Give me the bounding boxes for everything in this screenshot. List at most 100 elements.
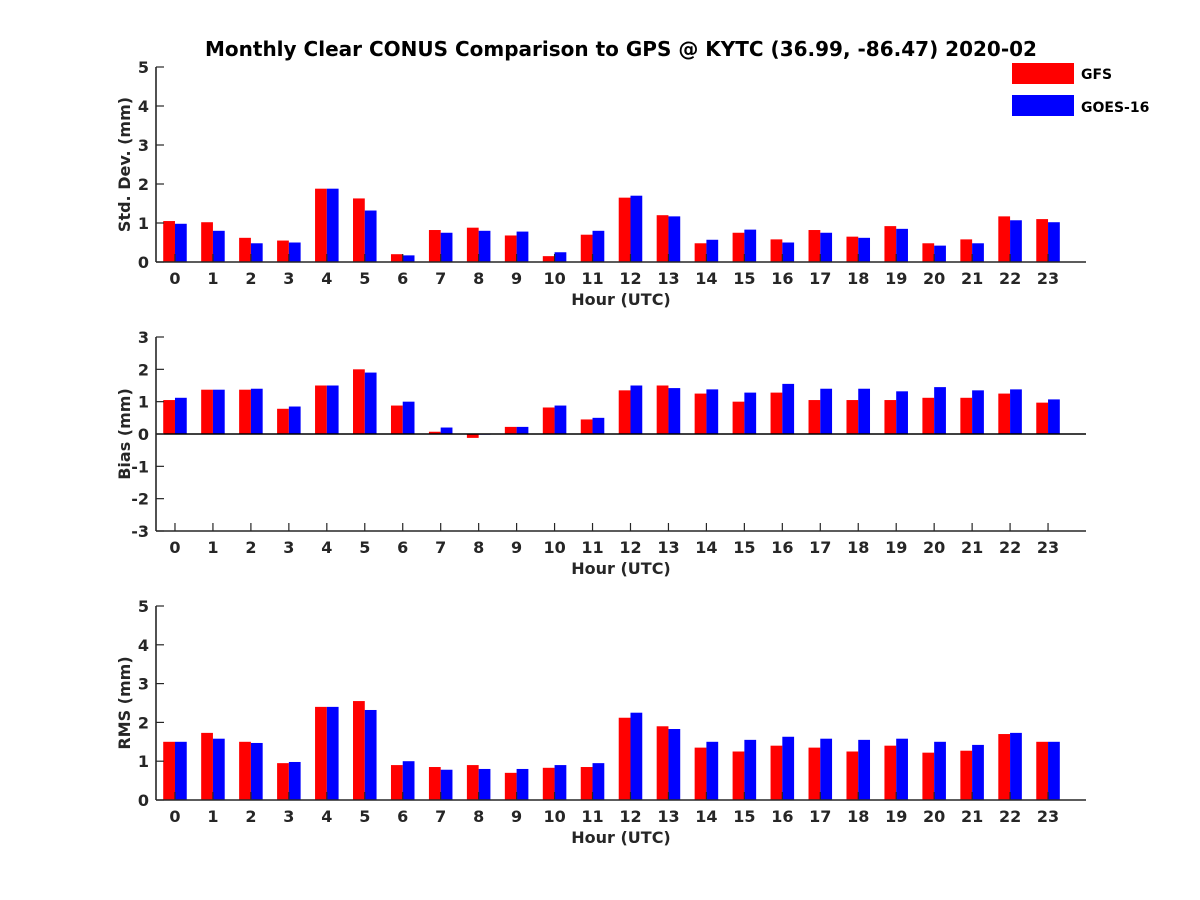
bias-bar-gfs-21 [960,397,973,434]
std-dev-x-tick-label: 12 [619,269,641,288]
std-dev-bar-goes16-3 [288,242,301,262]
legend-swatch-goes16 [1012,95,1074,116]
std-dev-bar-gfs-9 [504,235,517,262]
chart-title: Monthly Clear CONUS Comparison to GPS @ … [205,37,1037,61]
rms-bar-goes16-17 [820,738,833,800]
std-dev-x-tick-label: 15 [733,269,755,288]
rms-y-tick-label: 4 [138,636,149,655]
std-dev-bar-gfs-16 [770,239,783,262]
bias-bar-gfs-16 [770,392,783,434]
rms-bar-gfs-23 [1036,741,1049,800]
std-dev-bar-gfs-5 [353,198,365,262]
rms-bar-goes16-9 [516,768,529,800]
std-dev-bar-gfs-1 [201,222,213,262]
std-dev-x-tick-label: 8 [473,269,484,288]
bias-bar-gfs-18 [846,400,859,434]
rms-bar-goes16-22 [1010,732,1022,800]
bias-bar-gfs-11 [580,419,593,434]
bias-bar-gfs-9 [504,426,517,434]
std-dev-x-tick-label: 20 [923,269,945,288]
rms-bar-gfs-11 [580,767,593,800]
rms-bar-gfs-16 [770,745,783,800]
bias-bar-gfs-4 [315,385,327,434]
legend-swatch-gfs [1012,63,1074,84]
rms-bar-goes16-8 [478,768,491,800]
std-dev-bar-goes16-5 [364,210,377,262]
std-dev-bar-gfs-6 [390,254,403,262]
std-dev-x-tick-label: 21 [961,269,983,288]
rms-x-tick-label: 3 [283,807,294,826]
bias-bar-gfs-13 [656,385,669,434]
bias-bar-goes16-20 [934,387,946,434]
bias-bar-gfs-5 [353,369,365,434]
std-dev-x-axis-label: Hour (UTC) [571,290,671,309]
std-dev-bar-goes16-8 [478,230,491,262]
rms-x-tick-label: 22 [999,807,1021,826]
std-dev-bar-goes16-23 [1048,222,1060,262]
bias-x-tick-label: 23 [1037,538,1059,557]
std-dev-bar-goes16-13 [668,216,681,262]
std-dev-x-tick-label: 5 [359,269,370,288]
bias-bar-goes16-18 [858,388,871,434]
std-dev-bar-gfs-17 [808,230,821,262]
rms-bar-gfs-6 [390,765,403,800]
rms-y-tick-label: 1 [138,752,149,771]
rms-bar-goes16-21 [972,744,984,800]
rms-x-tick-label: 4 [321,807,332,826]
rms-x-tick-label: 16 [771,807,793,826]
std-dev-bar-gfs-15 [732,232,745,262]
rms-bar-goes16-18 [858,739,871,800]
std-dev-bar-gfs-18 [846,236,859,262]
bias-bar-gfs-15 [732,401,745,434]
bias-x-tick-label: 2 [245,538,256,557]
rms-x-tick-label: 1 [207,807,218,826]
rms-x-tick-label: 18 [847,807,869,826]
std-dev-bar-goes16-22 [1010,220,1022,262]
rms-bar-gfs-8 [466,765,479,800]
bias-bar-goes16-4 [326,385,339,434]
std-dev-bar-gfs-2 [239,237,251,262]
std-dev-bar-goes16-21 [972,243,984,262]
std-dev-x-tick-label: 19 [885,269,907,288]
bias-y-tick-label: 0 [138,425,149,444]
bias-bar-goes16-5 [364,372,377,434]
rms-y-tick-label: 0 [138,791,149,810]
rms-y-tick-label: 3 [138,675,149,694]
bias-x-tick-label: 1 [207,538,218,557]
std-dev-x-tick-label: 13 [657,269,679,288]
bias-y-axis-label: Bias (mm) [115,388,134,480]
std-dev-x-tick-label: 2 [245,269,256,288]
rms-bar-goes16-11 [592,763,605,800]
bias-bar-gfs-3 [277,408,289,434]
rms-bar-gfs-3 [277,763,289,800]
rms-x-tick-label: 8 [473,807,484,826]
bias-bar-goes16-16 [782,383,795,434]
std-dev-y-tick-label: 3 [138,136,149,155]
bias-x-axis-label: Hour (UTC) [571,559,671,578]
rms-y-tick-label: 5 [138,597,149,616]
std-dev-y-tick-label: 2 [138,175,149,194]
rms-x-tick-label: 14 [695,807,717,826]
std-dev-bar-goes16-7 [440,232,453,262]
rms-bar-goes16-16 [782,736,795,800]
rms-x-tick-label: 21 [961,807,983,826]
std-dev-y-tick-label: 0 [138,253,149,272]
rms-x-tick-label: 9 [511,807,522,826]
bias-bar-goes16-17 [820,388,833,434]
rms-bar-goes16-4 [326,706,339,800]
rms-bar-goes16-14 [706,741,719,800]
std-dev-y-tick-label: 1 [138,214,149,233]
rms-bar-gfs-1 [201,732,213,800]
rms-bar-goes16-23 [1048,741,1060,800]
std-dev-x-tick-label: 10 [543,269,565,288]
bias-bar-goes16-1 [212,389,225,434]
rms-x-tick-label: 11 [581,807,603,826]
std-dev-x-tick-label: 9 [511,269,522,288]
rms-bar-goes16-12 [630,712,643,800]
bias-bar-gfs-23 [1036,402,1049,434]
std-dev-bar-goes16-1 [212,230,225,262]
std-dev-y-axis-label: Std. Dev. (mm) [115,97,134,232]
std-dev-bar-goes16-20 [934,245,946,262]
